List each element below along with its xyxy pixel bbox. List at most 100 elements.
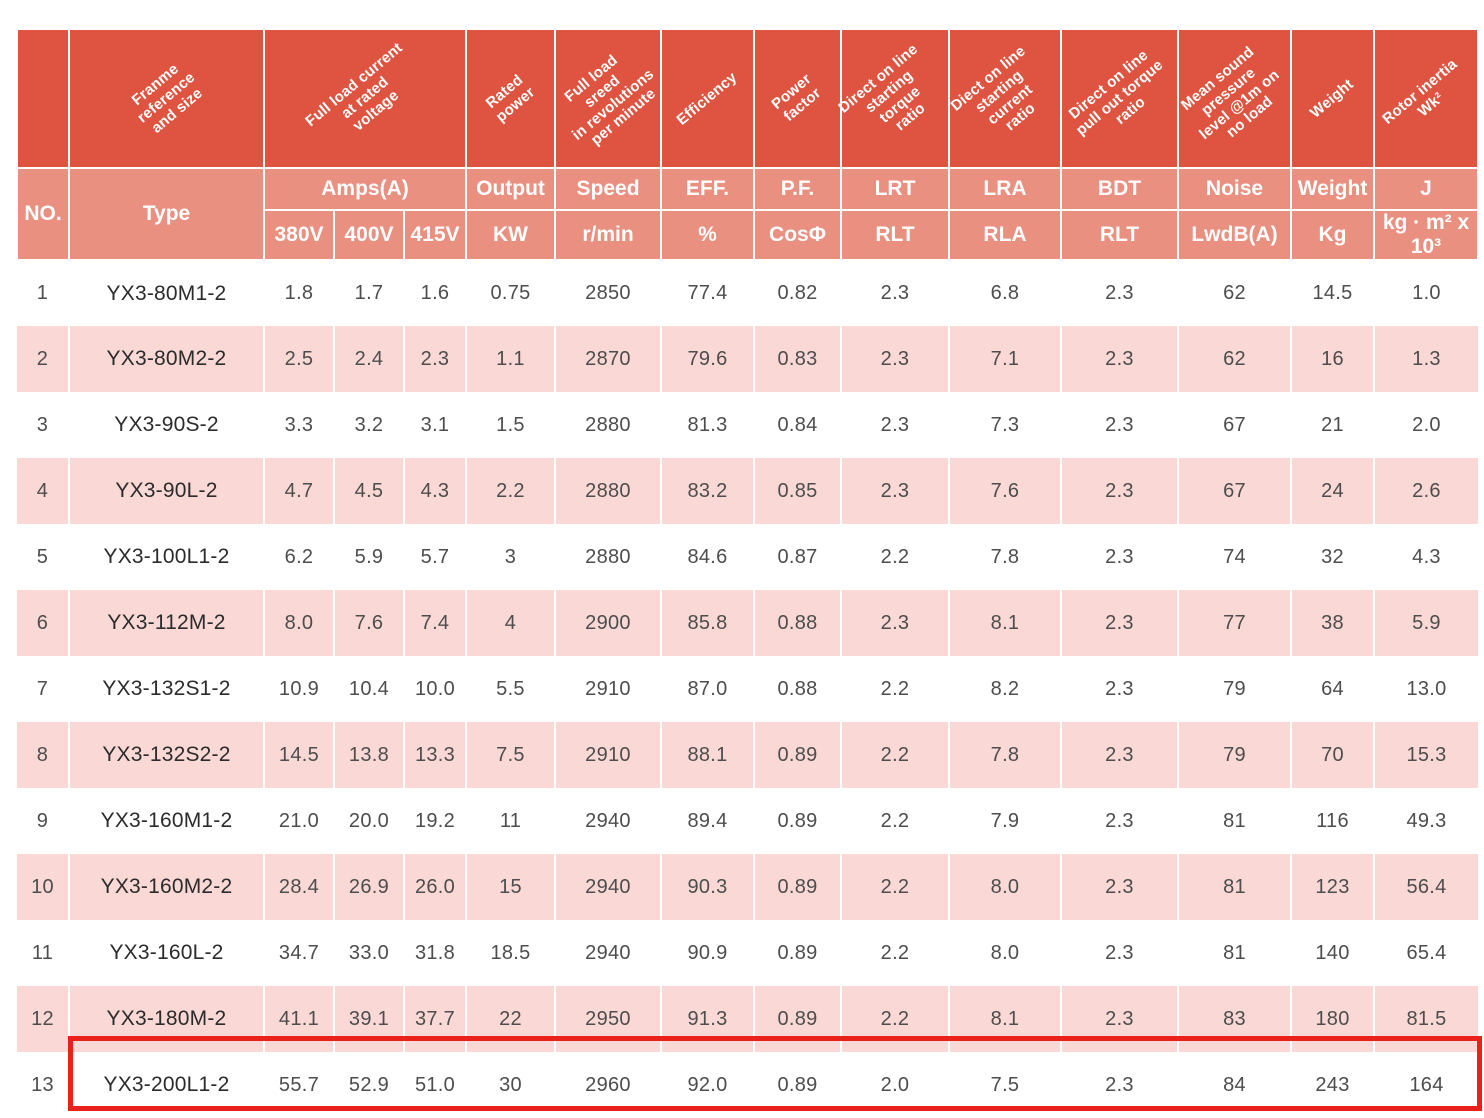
unit-header-rlt-1: RLT <box>840 209 951 261</box>
cell-bdt: 2.3 <box>1061 524 1180 590</box>
diag-header-rated-power-label: Rated power <box>482 71 539 126</box>
cell-power-factor: 0.89 <box>754 722 843 788</box>
cell-amps-415v: 2.3 <box>404 326 468 392</box>
cell-no: 5 <box>17 524 70 590</box>
cell-speed-rpm: 2850 <box>555 260 663 326</box>
diag-header-rotor-inertia-label: Rotor inertia Wk² <box>1379 55 1461 128</box>
diag-header-sound-pressure: Mean sound pressure level @1m on no load <box>1177 28 1293 169</box>
cell-type: YX3-80M1-2 <box>69 260 265 326</box>
cell-type: YX3-200L1-2 <box>69 1052 265 1118</box>
diag-header-efficiency: Efficiency <box>660 28 756 169</box>
unit-header-kw: KW <box>465 209 557 261</box>
diag-header-full-load-speed: Full load sreed in revolutions per minut… <box>554 28 663 169</box>
table-row: 1 YX3-80M1-2 1.8 1.7 1.6 0.75 2850 77.4 … <box>17 260 1479 326</box>
cell-bdt: 2.3 <box>1061 656 1180 722</box>
cell-amps-415v: 13.3 <box>404 722 468 788</box>
col-header-weight: Weight <box>1290 167 1376 211</box>
cell-lrt: 2.2 <box>841 524 951 590</box>
cell-lra: 7.3 <box>949 392 1063 458</box>
cell-bdt: 2.3 <box>1061 986 1180 1052</box>
cell-type: YX3-160L-2 <box>69 920 265 986</box>
cell-noise: 84 <box>1178 1052 1293 1118</box>
cell-no: 13 <box>17 1052 70 1118</box>
cell-no: 8 <box>17 722 70 788</box>
diag-header-starting-current-label: Diect on line starting current ratio <box>947 42 1039 135</box>
cell-lra: 8.2 <box>949 656 1063 722</box>
cell-lra: 7.8 <box>949 722 1063 788</box>
cell-type: YX3-160M2-2 <box>69 854 265 920</box>
col-header-lrt: LRT <box>840 167 951 211</box>
col-header-no: NO. <box>16 167 70 261</box>
cell-amps-380v: 21.0 <box>264 788 335 854</box>
cell-type: YX3-100L1-2 <box>69 524 265 590</box>
cell-rotor-inertia: 56.4 <box>1406 875 1447 898</box>
col-header-eff: EFF. <box>660 167 756 211</box>
cell-bdt: 2.3 <box>1061 788 1180 854</box>
diag-header-sound-pressure-label: Mean sound pressure level @1m on no load <box>1177 43 1283 143</box>
cell-power-factor: 0.84 <box>754 392 843 458</box>
col-header-noise: Noise <box>1177 167 1293 211</box>
diag-header-starting-torque-label: Direct on line starting torque ratio <box>835 40 929 135</box>
cell-amps-415v: 19.2 <box>404 788 468 854</box>
cell-noise: 81 <box>1178 920 1293 986</box>
cell-amps-380v: 8.0 <box>264 590 335 656</box>
cell-rotor-inertia: 49.3 <box>1406 809 1447 832</box>
diag-header-weight-label: Weight <box>1306 75 1357 122</box>
cell-output-kw: 2.2 <box>466 458 557 524</box>
col-header-j: J <box>1373 167 1480 211</box>
diag-header-rated-power: Rated power <box>465 28 557 169</box>
cell-efficiency: 90.3 <box>661 854 756 920</box>
cell-amps-380v: 34.7 <box>264 920 335 986</box>
cell-output-kw: 22 <box>466 986 557 1052</box>
unit-header-percent: % <box>660 209 756 261</box>
cell-efficiency: 88.1 <box>661 722 756 788</box>
diag-header-frame-reference-label: Franme reference and size <box>128 60 206 137</box>
cell-rotor-inertia: 2.6 <box>1412 479 1441 502</box>
cell-no: 1 <box>17 260 70 326</box>
cell-amps-400v: 13.8 <box>334 722 405 788</box>
unit-header-400v: 400V <box>333 209 405 261</box>
cell-lra: 8.1 <box>949 986 1063 1052</box>
cell-rotor-inertia: 4.3 <box>1412 545 1441 568</box>
cell-type: YX3-180M-2 <box>69 986 265 1052</box>
cell-rotor-inertia: 5.9 <box>1412 611 1441 634</box>
cell-efficiency: 81.3 <box>661 392 756 458</box>
cell-speed-rpm: 2900 <box>555 590 663 656</box>
cell-lrt: 2.2 <box>841 854 951 920</box>
cell-power-factor: 0.88 <box>754 656 843 722</box>
cell-power-factor: 0.82 <box>754 260 843 326</box>
unit-header-cosphi: CosΦ <box>753 209 843 261</box>
cell-speed-rpm: 2910 <box>555 722 663 788</box>
col-header-speed: Speed <box>554 167 663 211</box>
unit-header-kg: Kg <box>1290 209 1376 261</box>
cell-lrt: 2.3 <box>841 590 951 656</box>
cell-bdt: 2.3 <box>1061 590 1180 656</box>
cell-noise: 81 <box>1178 854 1293 920</box>
unit-header-rla: RLA <box>948 209 1063 261</box>
cell-type: YX3-80M2-2 <box>69 326 265 392</box>
cell-weight: 32 <box>1291 524 1376 590</box>
cell-power-factor: 0.85 <box>754 458 843 524</box>
cell-amps-400v: 26.9 <box>334 854 405 920</box>
cell-power-factor: 0.89 <box>754 920 843 986</box>
cell-noise: 67 <box>1178 392 1293 458</box>
cell-type: YX3-132S2-2 <box>69 722 265 788</box>
cell-bdt: 2.3 <box>1061 260 1180 326</box>
cell-lrt: 2.3 <box>841 458 951 524</box>
cell-bdt: 2.3 <box>1061 1052 1180 1118</box>
cell-amps-400v: 7.6 <box>334 590 405 656</box>
cell-amps-415v: 37.7 <box>404 986 468 1052</box>
cell-speed-rpm: 2950 <box>555 986 663 1052</box>
col-header-type: Type <box>68 167 265 261</box>
diag-header-starting-current: Diect on line starting current ratio <box>948 28 1063 169</box>
cell-speed-rpm: 2960 <box>555 1052 663 1118</box>
cell-amps-380v: 55.7 <box>264 1052 335 1118</box>
diag-header-pull-out-torque: Direct on line pull out torque ratio <box>1060 28 1180 169</box>
cell-rotor-inertia: 164 <box>1409 1073 1444 1096</box>
cell-lra: 8.1 <box>949 590 1063 656</box>
table-row: 7 YX3-132S1-2 10.9 10.4 10.0 5.5 2910 87… <box>17 656 1479 722</box>
cell-type: YX3-90S-2 <box>69 392 265 458</box>
cell-lrt: 2.2 <box>841 788 951 854</box>
unit-header-lwdb: LwdB(A) <box>1177 209 1293 261</box>
